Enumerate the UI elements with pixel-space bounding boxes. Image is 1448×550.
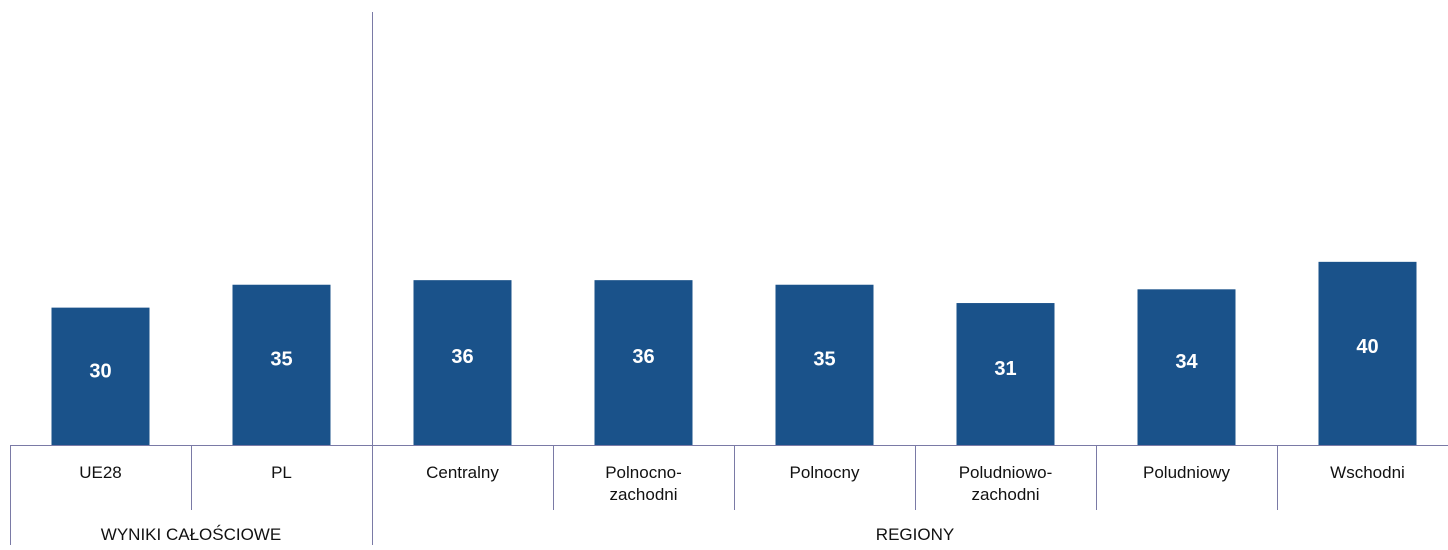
bar-value-label: 31 <box>994 358 1016 380</box>
bar-5 <box>775 284 874 445</box>
category-label: PL <box>271 463 292 482</box>
bar-8 <box>1318 261 1417 445</box>
bar-4 <box>594 280 693 445</box>
bar-value-label: 35 <box>270 348 292 370</box>
category-label: Poludniowo-zachodni <box>959 463 1053 504</box>
bar-1 <box>51 307 150 445</box>
category-label: Poludniowy <box>1143 463 1230 482</box>
group-label: WYNIKI CAŁOŚCIOWE <box>101 525 281 544</box>
category-label: UE28 <box>79 463 122 482</box>
category-label: Centralny <box>426 463 499 482</box>
bar-value-label: 30 <box>89 360 111 382</box>
category-label: Polnocny <box>790 463 860 482</box>
bar-7 <box>1137 289 1236 445</box>
axis-layer <box>10 12 1448 545</box>
bar-6 <box>956 303 1055 445</box>
bar-value-label: 36 <box>451 346 473 368</box>
bar-2 <box>232 284 331 445</box>
group-label: REGIONY <box>876 525 954 544</box>
labels-layer: 30 35 36 36 35 31 34 40 UE28 PL Centralny Polnocno-… <box>79 336 1405 544</box>
category-label: Wschodni <box>1330 463 1405 482</box>
bar-value-label: 36 <box>632 346 654 368</box>
bar-value-label: 35 <box>813 348 835 370</box>
bar-value-label: 34 <box>1175 351 1198 373</box>
category-label: Polnocno-zachodni <box>605 463 682 504</box>
bar-3 <box>413 280 512 445</box>
bars-layer <box>51 261 1417 445</box>
bar-value-label: 40 <box>1356 336 1378 358</box>
